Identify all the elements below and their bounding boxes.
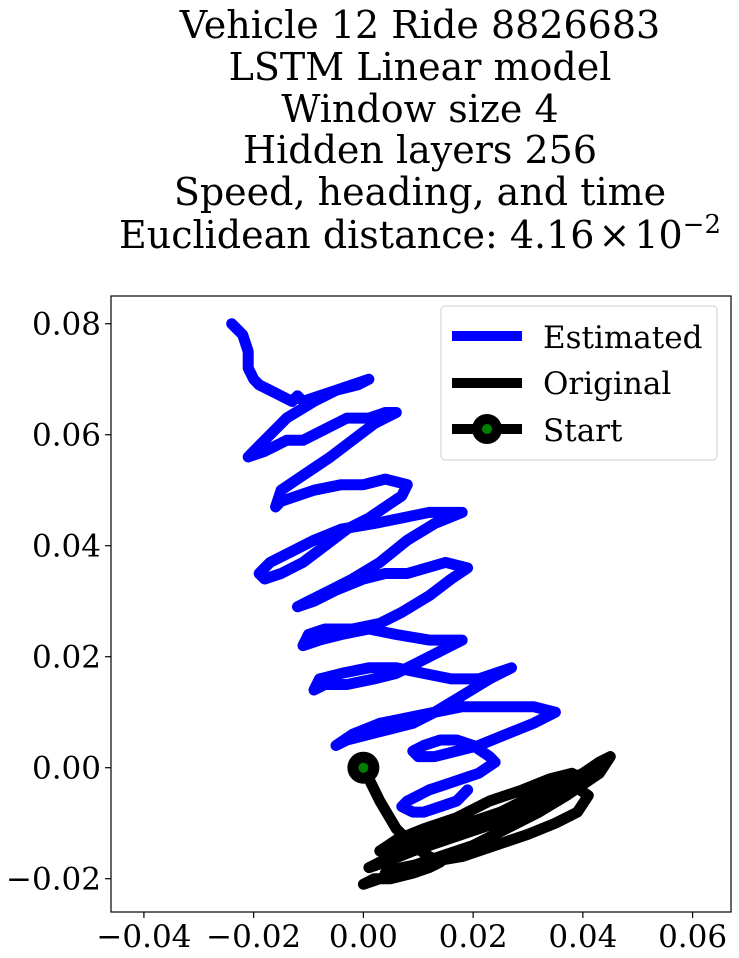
series-line-estimated (226, 318, 561, 818)
x-axis: −0.04 −0.02 0.00 0.02 0.04 0.06 (96, 912, 727, 955)
metric-base: 10 (634, 213, 682, 257)
x-tick-label: −0.04 (96, 919, 191, 955)
y-tick-label: 0.00 (32, 751, 101, 787)
y-tick-label: −0.02 (6, 862, 101, 898)
y-tick-label: 0.06 (32, 418, 101, 454)
start-point-center (358, 762, 369, 773)
y-tick-label: 0.08 (32, 307, 101, 343)
axes-frame (110, 295, 732, 913)
x-tick-label: 0.00 (329, 919, 398, 955)
x-tick-label: −0.02 (206, 919, 301, 955)
title-line-3: Window size 4 (281, 87, 558, 131)
y-tick-label: 0.04 (32, 529, 101, 565)
title-line-4: Hidden layers 256 (243, 128, 597, 172)
legend-original-label: Original (543, 366, 671, 402)
chart-title: Vehicle 12 Ride 8826683 LSTM Linear mode… (119, 3, 721, 257)
series-line-original (357, 751, 616, 890)
metric-prefix: Euclidean distance: (119, 213, 510, 257)
metric-times: × (598, 213, 630, 257)
title-metric-line: Euclidean distance: 4.16 × 10−2 (119, 210, 721, 257)
title-line-5: Speed, heading, and time (174, 170, 666, 214)
title-line-2: LSTM Linear model (229, 45, 612, 89)
plot-area: −0.04 −0.02 0.00 0.02 0.04 0.06 −0.02 0.00 0.02… (6, 295, 732, 955)
y-tick-label: 0.02 (32, 640, 101, 676)
metric-exponent: −2 (683, 210, 721, 240)
legend-start-label: Start (543, 413, 623, 449)
legend-frame (440, 305, 718, 461)
y-axis: −0.02 0.00 0.02 0.04 0.06 0.08 (6, 307, 111, 898)
title-line-1: Vehicle 12 Ride 8826683 (179, 3, 660, 47)
x-tick-label: 0.02 (439, 919, 508, 955)
metric-mantissa: 4.16 (510, 213, 595, 257)
legend: Estimated Original Start (440, 305, 718, 461)
legend-estimated-label: Estimated (543, 320, 702, 356)
legend-start-marker-center (482, 424, 492, 434)
series-layer (226, 318, 616, 890)
x-tick-label: 0.06 (658, 919, 727, 955)
x-tick-label: 0.04 (548, 919, 617, 955)
